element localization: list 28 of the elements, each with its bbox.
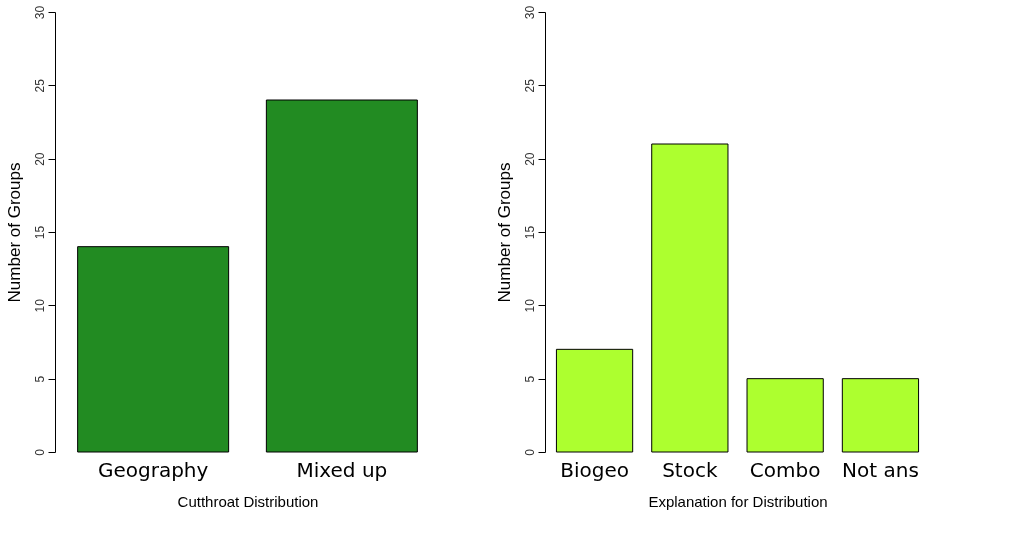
y-tick-label: 30: [32, 5, 47, 20]
y-tick-label: 10: [522, 298, 537, 313]
y-tick-label: 30: [522, 5, 537, 20]
y-axis-title: Number of Groups: [494, 162, 514, 303]
y-tick-label: 20: [522, 152, 537, 166]
bar: [651, 143, 729, 453]
y-tick-label: 0: [32, 448, 47, 456]
x-tick-label: Geography: [97, 457, 209, 482]
bar: [555, 348, 634, 453]
x-axis-title: Cutthroat Distribution: [177, 492, 319, 510]
x-tick-label: Combo: [749, 457, 821, 482]
y-tick-label: 15: [32, 225, 47, 240]
y-tick-label: 5: [32, 375, 47, 383]
x-tick-label: Not ans: [842, 457, 919, 482]
y-tick-label: 15: [522, 225, 537, 240]
x-tick-label: Mixed up: [296, 457, 388, 482]
x-axis-title: Explanation for Distribution: [648, 492, 828, 510]
y-tick-label: 5: [522, 375, 537, 383]
bar: [746, 378, 824, 453]
bar: [841, 378, 920, 453]
x-tick-label: Biogeo: [560, 457, 629, 482]
x-tick-label: Stock: [662, 457, 718, 482]
y-tick-label: 0: [522, 448, 537, 456]
y-tick-label: 25: [522, 78, 537, 93]
y-tick-label: 25: [32, 78, 47, 93]
y-axis-title: Number of Groups: [4, 162, 24, 303]
y-tick-label: 10: [32, 298, 47, 313]
y-tick-label: 20: [32, 152, 47, 166]
